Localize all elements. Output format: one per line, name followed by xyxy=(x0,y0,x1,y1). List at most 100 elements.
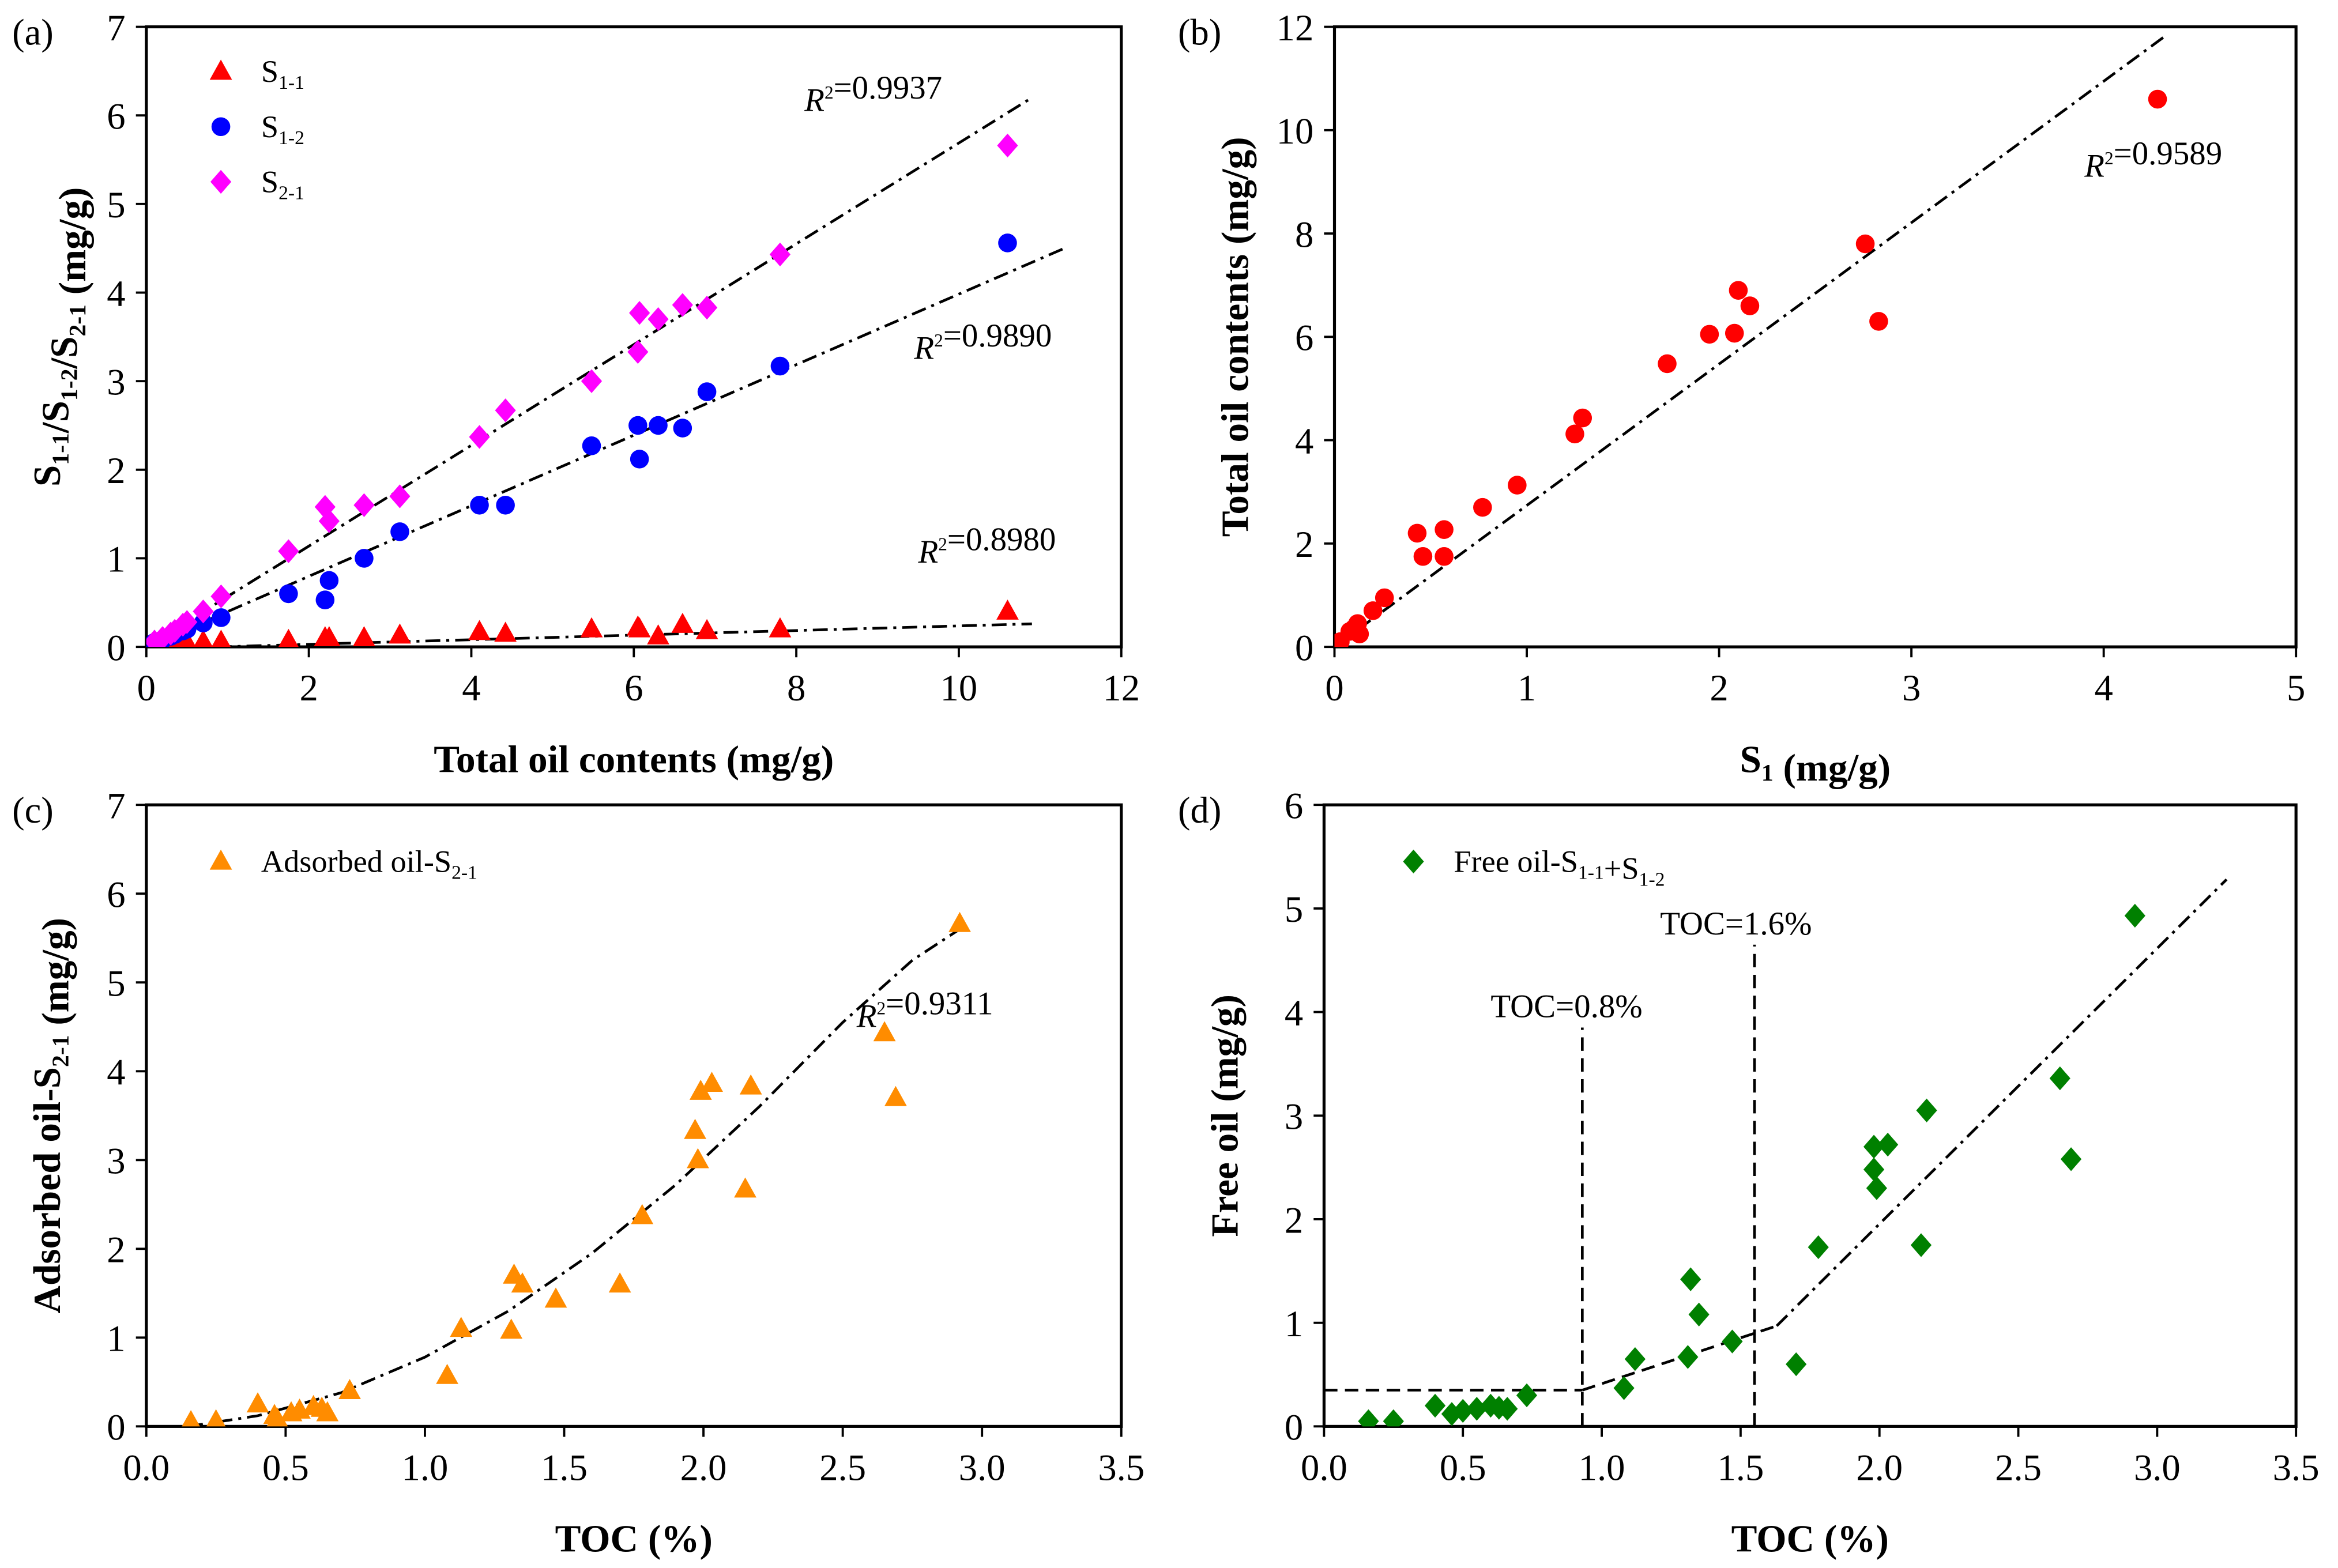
panel-d: (d) 0.0 0.5 1.0 1.5 2.0 2.5 3.0 3.5 0 1 2 3 4 5 6 TOC (%… xyxy=(1178,785,2320,1560)
y-tick-label: 5 xyxy=(107,963,125,1004)
x-tick-label: 1 xyxy=(1518,667,1536,708)
x-tick-label: 1.0 xyxy=(1579,1446,1625,1488)
data-point-diamond xyxy=(696,295,718,320)
annotation: R2=0.9890 xyxy=(913,318,1052,367)
annotation-part: 2 xyxy=(824,82,834,103)
data-point-diamond xyxy=(997,133,1018,158)
x-tick-label: 0.5 xyxy=(262,1446,309,1488)
data-point-triangle xyxy=(884,1085,907,1106)
data-point-triangle xyxy=(318,626,341,646)
x-tick-label: 1.0 xyxy=(402,1446,449,1488)
data-point-triangle xyxy=(631,1204,654,1224)
legend-label: S2-1 xyxy=(261,165,304,204)
legend-label-part: 2-1 xyxy=(278,182,304,203)
y-axis-label: Total oil contents (mg/g) xyxy=(1214,137,1257,537)
y-axis-label-part: 1-2 xyxy=(56,369,82,401)
annotation-part: =0.8980 xyxy=(947,522,1056,558)
x-tick-label: 0 xyxy=(137,667,156,708)
x-tick-label: 2 xyxy=(299,667,318,708)
data-point-circle xyxy=(1435,546,1454,566)
data-points xyxy=(1358,903,2145,1427)
data-point-circle xyxy=(212,608,231,627)
y-tick-label: 1 xyxy=(107,538,125,580)
x-axis-label-part: 1 xyxy=(1761,760,1774,786)
legend-label-part: 1-1 xyxy=(278,72,304,93)
y-tick-label: 1 xyxy=(107,1318,125,1359)
annotation: R2=0.9937 xyxy=(804,70,942,119)
legend-label-part: Adsorbed oil-S xyxy=(261,845,451,879)
x-tick-label: 3.5 xyxy=(1098,1446,1144,1488)
data-point-circle xyxy=(628,416,647,435)
data-point-circle xyxy=(470,495,489,515)
legend-label-part: Free oil-S xyxy=(1454,845,1578,879)
x-tick-label: 3 xyxy=(1902,667,1921,708)
panel-label: (d) xyxy=(1178,789,1221,831)
y-axis-label-part: Free oil (mg/g) xyxy=(1203,994,1246,1237)
data-point-circle xyxy=(1869,312,1888,331)
data-point-triangle xyxy=(436,1363,458,1384)
plot-frame xyxy=(1332,25,2298,649)
data-point-triangle xyxy=(580,617,603,638)
data-points xyxy=(1334,89,2167,647)
data-point-diamond xyxy=(389,484,411,508)
y-axis-label-part: 1-1 xyxy=(48,433,74,465)
data-point-diamond xyxy=(1916,1098,1937,1122)
data-point-triangle xyxy=(450,1317,473,1337)
data-point-circle xyxy=(649,416,668,435)
annotation: TOC=0.8% xyxy=(1490,989,1642,1025)
data-point-triangle xyxy=(873,1021,896,1042)
x-tick-label: 2.5 xyxy=(819,1446,866,1488)
y-tick-label: 4 xyxy=(107,273,125,314)
data-point-circle xyxy=(1855,234,1875,254)
y-axis-label-part: /S xyxy=(42,337,85,370)
annotation-part: =0.9937 xyxy=(834,70,942,106)
data-point-diamond xyxy=(495,398,516,423)
x-tick-label: 2.0 xyxy=(1856,1446,1903,1488)
data-point-diamond xyxy=(176,610,198,634)
data-point-diamond xyxy=(353,493,375,517)
data-point-circle xyxy=(390,522,409,541)
legend-label: S1-2 xyxy=(261,110,304,149)
x-tick-label: 1.5 xyxy=(541,1446,588,1488)
data-point-diamond xyxy=(1358,1409,1379,1427)
y-tick-label: 5 xyxy=(107,184,125,225)
x-tick-label: 0.0 xyxy=(1301,1446,1347,1488)
data-point-diamond xyxy=(2049,1066,2070,1091)
data-point-triangle xyxy=(628,617,651,638)
data-point-circle xyxy=(355,549,374,568)
x-axis-label: Total oil contents (mg/g) xyxy=(434,737,834,781)
data-point-triangle xyxy=(511,1272,534,1293)
y-tick-label: 1 xyxy=(1285,1303,1303,1344)
x-tick-label: 3.0 xyxy=(959,1446,1006,1488)
panel-label: (c) xyxy=(12,789,54,831)
legend-label-part: S xyxy=(261,110,278,144)
data-point-triangle xyxy=(278,628,299,647)
legend-label-part: 2-1 xyxy=(451,862,477,883)
data-point-triangle xyxy=(695,619,718,639)
data-point-triangle xyxy=(671,613,694,633)
legend-marker xyxy=(209,849,232,870)
data-point-triangle xyxy=(684,1118,706,1139)
x-tick-label: 12 xyxy=(1102,667,1140,708)
x-tick-label: 3.5 xyxy=(2273,1446,2320,1488)
data-point-circle xyxy=(770,356,790,376)
data-point-circle xyxy=(630,450,649,469)
fit-line xyxy=(187,928,961,1427)
data-point-diamond xyxy=(469,425,490,449)
annotation: TOC=1.6% xyxy=(1660,906,1812,942)
data-point-triangle xyxy=(689,1080,712,1100)
data-point-circle xyxy=(1473,497,1492,517)
annotation-part: R xyxy=(804,82,824,119)
fit-line xyxy=(1334,33,2168,647)
legend-label-part: 1-2 xyxy=(1639,869,1665,890)
data-point-diamond xyxy=(769,242,791,267)
data-point-circle xyxy=(1435,520,1454,539)
data-point-diamond xyxy=(278,539,299,563)
data-point-diamond xyxy=(1466,1397,1488,1421)
y-tick-label: 4 xyxy=(1295,420,1313,462)
legend-marker xyxy=(1403,849,1424,874)
x-tick-label: 1.5 xyxy=(1717,1446,1764,1488)
y-axis-label-part: Total oil contents (mg/g) xyxy=(1214,137,1257,537)
